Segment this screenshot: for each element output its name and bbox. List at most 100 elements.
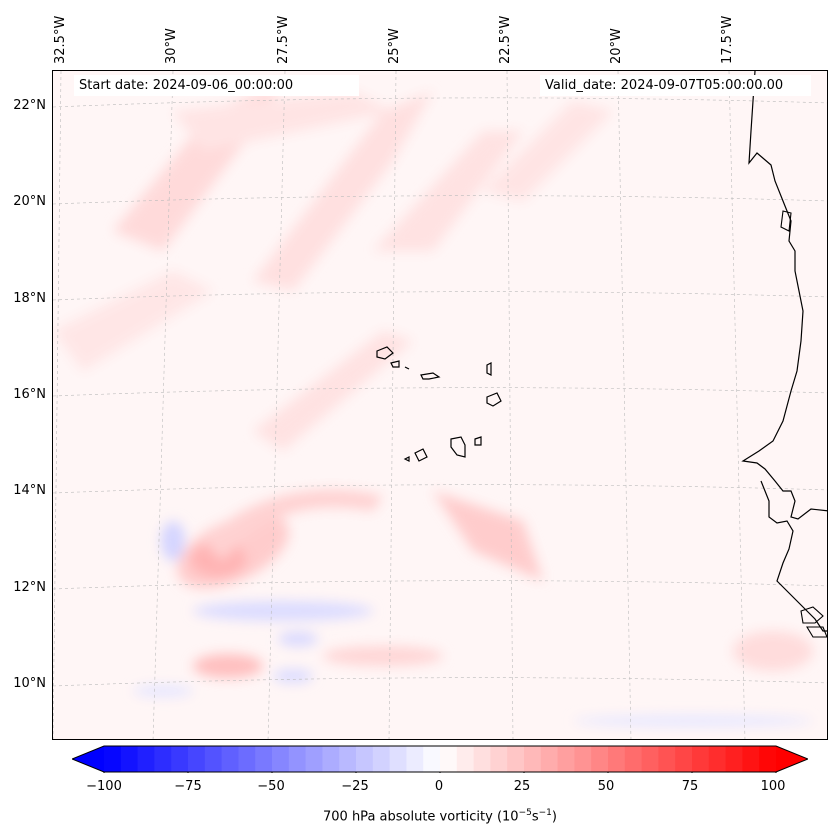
gridline-lat <box>53 387 827 397</box>
gridline-lon <box>388 71 397 739</box>
lon-label-20w: 20°W <box>609 28 624 64</box>
colorbar-segment <box>692 746 710 772</box>
colorbar-segment <box>288 746 307 772</box>
bijagos-islands <box>800 606 824 624</box>
pos-streak <box>373 131 523 251</box>
colorbar-segment <box>188 746 206 772</box>
colorbar-label: 700 hPa absolute vorticity (10−5s−1) <box>323 808 557 825</box>
pos-streak <box>253 331 413 451</box>
vorticity-field <box>53 81 813 727</box>
colorbar-segment <box>339 746 357 772</box>
colorbar-tick: −100 <box>86 779 122 794</box>
colorbar-segment <box>272 746 290 772</box>
colorbar-segment <box>137 746 155 772</box>
colorbar-segment <box>658 746 676 772</box>
lat-label-20n: 20°N <box>13 194 46 209</box>
colorbar-segment <box>440 746 458 772</box>
gridline-lat <box>53 484 827 494</box>
gridline-lon <box>53 71 62 739</box>
cabo-verde-islands <box>376 346 502 462</box>
lon-label-17-5w: 17.5°W <box>720 15 735 64</box>
map-panel <box>52 70 828 740</box>
pos-streak <box>433 491 543 581</box>
pos-patch <box>193 654 263 678</box>
neg-band <box>573 715 813 727</box>
island-maio <box>474 436 482 446</box>
colorbar-segment <box>389 746 407 772</box>
colorbar-tick: 75 <box>681 779 699 794</box>
colorbar-segment <box>473 746 491 772</box>
colorbar-segment <box>591 746 609 772</box>
african-coastline <box>741 71 827 632</box>
gridline-lat <box>53 97 827 108</box>
gridline-lat <box>53 580 827 590</box>
gridline-lat <box>53 195 827 205</box>
colorbar-segment <box>624 746 643 772</box>
pos-streak <box>253 91 433 291</box>
colorbar-segment <box>708 746 727 772</box>
colorbar-tick: −50 <box>257 779 285 794</box>
graticule <box>53 71 827 739</box>
colorbar-extend-high <box>776 746 808 772</box>
lon-label-27-5w: 27.5°W <box>276 15 291 64</box>
coast-inlet <box>780 210 792 232</box>
colorbar-segment <box>372 746 391 772</box>
lat-label-22n: 22°N <box>13 98 46 113</box>
gridline-lon <box>506 71 514 739</box>
neg-patch <box>133 685 193 697</box>
colorbar-tick: 50 <box>597 779 615 794</box>
colorbar-segment <box>557 746 575 772</box>
colorbar-segment <box>641 746 659 772</box>
colorbar-segment <box>171 746 189 772</box>
colorbar-segment <box>154 746 172 772</box>
colorbar-segment <box>255 746 273 772</box>
bijagos-islands <box>806 626 827 638</box>
colorbar-segment <box>120 746 139 772</box>
start-date-label: Start date: 2024-09-06_00:00:00 <box>74 75 359 96</box>
lat-label-12n: 12°N <box>13 580 46 595</box>
neg-patch <box>273 669 313 683</box>
valid-date-label: Valid_date: 2024-09-07T05:00:00.00 <box>540 75 811 96</box>
colorbar-segment <box>759 746 777 772</box>
gridline-lon <box>617 71 632 739</box>
neg-patch <box>278 632 318 646</box>
colorbar-segment <box>675 746 693 772</box>
neg-band <box>193 601 373 621</box>
island-santo-antao <box>376 346 394 360</box>
colorbar-segment <box>490 746 508 772</box>
colorbar-segment <box>104 746 122 772</box>
pos-streak <box>483 101 613 201</box>
island-sal <box>486 362 492 376</box>
colorbar-segment <box>608 746 626 772</box>
colorbar-segment <box>456 746 475 772</box>
island-brava <box>403 456 410 462</box>
colorbar-segment <box>725 746 743 772</box>
lon-label-30w: 30°W <box>164 28 179 64</box>
lat-label-14n: 14°N <box>13 483 46 498</box>
lat-label-18n: 18°N <box>13 291 46 306</box>
gridline-lon <box>152 71 174 739</box>
gridline-lat <box>53 677 827 687</box>
colorbar-segment <box>305 746 323 772</box>
colorbar-segment <box>524 746 542 772</box>
colorbar-segment <box>574 746 592 772</box>
island-sao-nicolau <box>420 372 441 380</box>
gridline-lat <box>53 291 827 301</box>
lat-label-16n: 16°N <box>13 387 46 402</box>
colorbar-tick: −25 <box>341 779 369 794</box>
lat-label-10n: 10°N <box>13 676 46 691</box>
colorbar-segment <box>322 746 340 772</box>
colorbar-tick: −75 <box>174 779 202 794</box>
lon-label-25w: 25°W <box>387 28 402 64</box>
colorbar-extend-low <box>72 746 104 772</box>
colorbar-tick: 0 <box>434 779 444 794</box>
vorticity-map <box>53 71 827 739</box>
colorbar-segment <box>356 746 374 772</box>
colorbar-segment <box>423 746 441 772</box>
colorbar-segment <box>204 746 223 772</box>
pos-patch <box>733 631 813 671</box>
island-fogo <box>414 448 428 462</box>
island-boa-vista <box>486 392 502 407</box>
colorbar-segment <box>221 746 239 772</box>
colorbar-segment <box>540 746 559 772</box>
